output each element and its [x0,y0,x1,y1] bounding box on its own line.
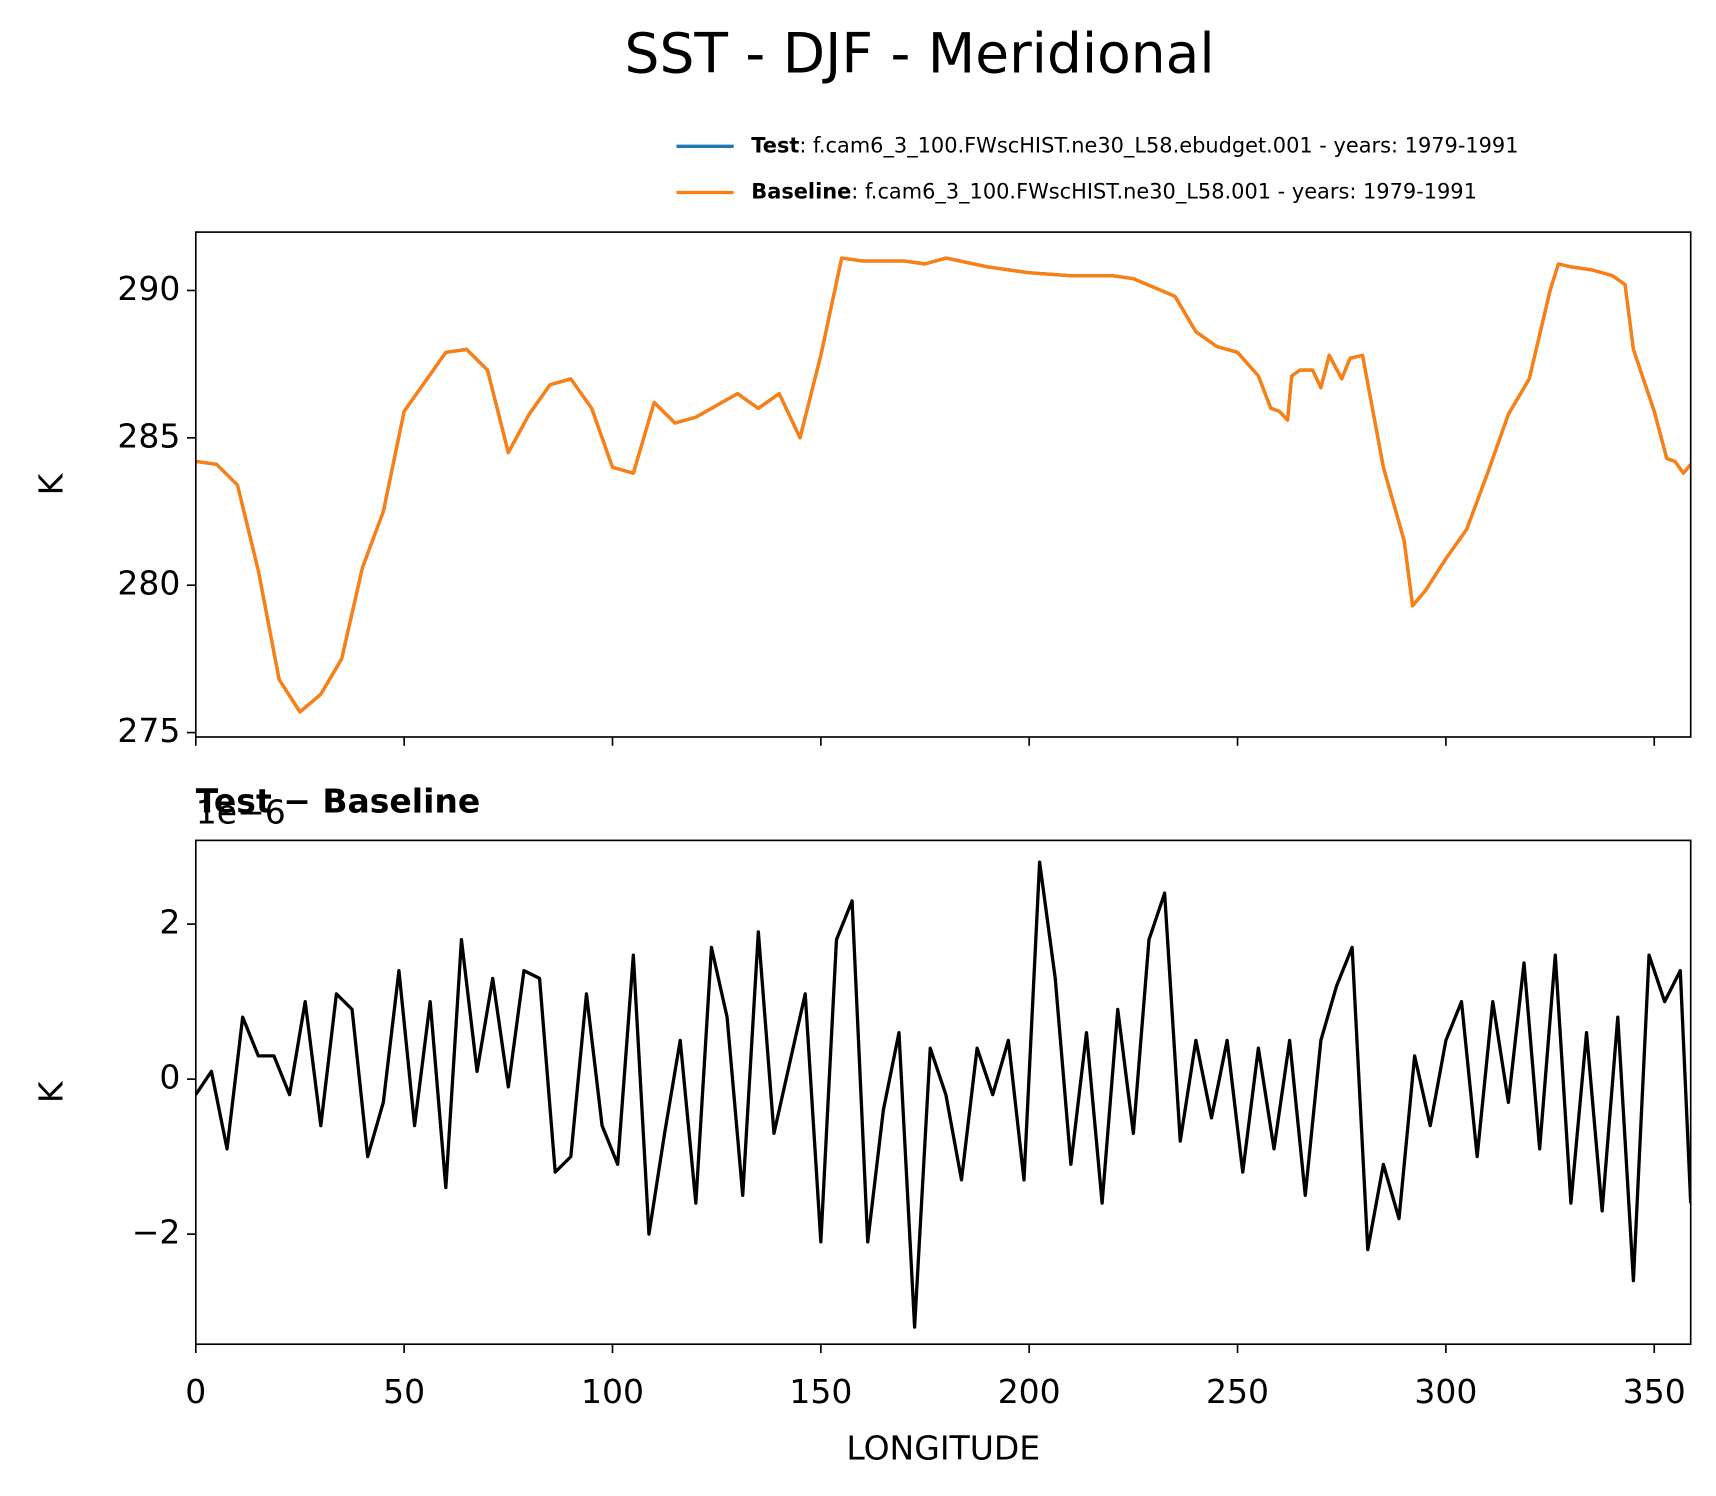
x-tick-label: 300 [1414,1372,1477,1411]
x-tick-label: 250 [1206,1372,1269,1411]
x-tick-label: 350 [1623,1372,1686,1411]
legend-description: : f.cam6_3_100.FWscHIST.ne30_L58.001 - y… [851,179,1477,204]
x-tick-label: 50 [383,1372,425,1411]
y-tick-label: 2 [159,903,180,942]
y-tick-label: 285 [117,416,180,455]
axes-frame [194,839,1692,1346]
x-tick-label: 100 [581,1372,644,1411]
legend-entry: Test: f.cam6_3_100.FWscHIST.ne30_L58.ebu… [751,133,1518,158]
series-line [195,256,1691,714]
x-tick-label: 0 [185,1372,206,1411]
offset-label: 1e−6 [196,793,286,832]
y-tick-label: 0 [159,1058,180,1097]
y-tick-label: 280 [117,564,180,603]
y-tick-label: −2 [132,1213,181,1252]
series-line [195,256,1691,714]
y-tick-label: 290 [117,269,180,308]
y-axis-label: K [31,472,70,495]
legend-entry: Baseline: f.cam6_3_100.FWscHIST.ne30_L58… [751,179,1477,204]
legend-name: Test [751,133,799,157]
y-tick-label: 275 [117,711,180,750]
axes-frame [194,231,1692,738]
legend-description: : f.cam6_3_100.FWscHIST.ne30_L58.ebudget… [799,133,1518,158]
x-tick-label: 150 [789,1372,852,1411]
panel-title: Test − Baseline [196,782,481,821]
series-line [195,860,1691,1329]
legend-name: Baseline [751,179,851,203]
x-tick-label: 200 [998,1372,1061,1411]
y-axis-label: K [31,1080,70,1103]
x-axis-label: LONGITUDE [846,1428,1040,1467]
figure-title: SST - DJF - Meridional [625,21,1215,85]
